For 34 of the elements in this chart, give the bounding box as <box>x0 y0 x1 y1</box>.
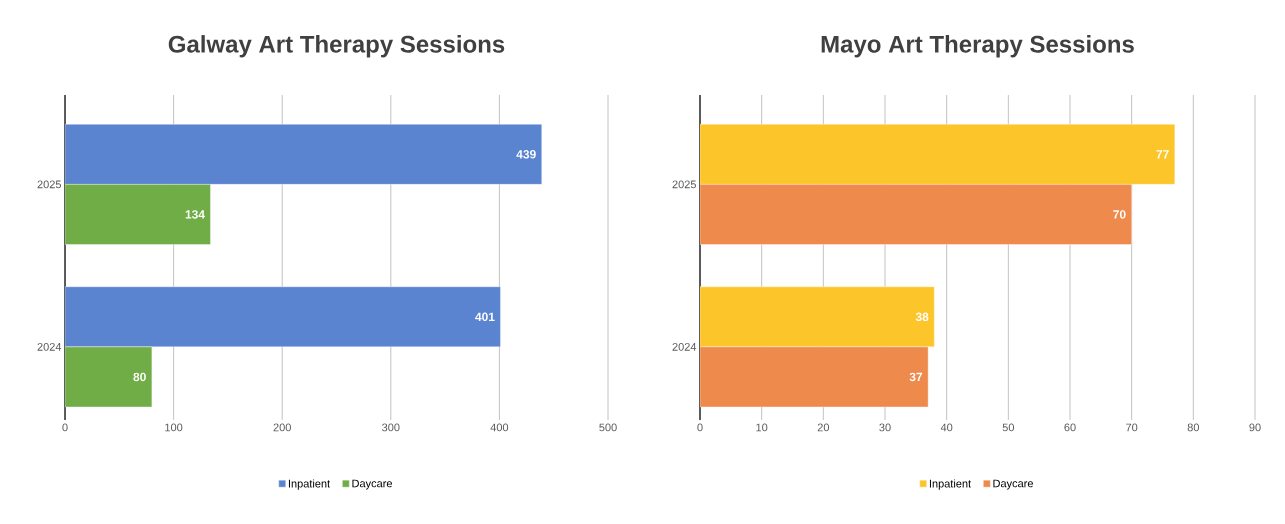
data-label: 38 <box>915 312 929 322</box>
legend-label: Inpatient <box>288 479 331 490</box>
legend-label: Inpatient <box>929 479 972 490</box>
x-tick-label: 30 <box>879 423 891 432</box>
x-tick-label: 0 <box>697 423 703 432</box>
y-tick-label: 2024 <box>672 342 697 351</box>
data-label: 134 <box>185 210 205 219</box>
x-tick-label: 0 <box>62 423 68 432</box>
data-label: 37 <box>909 372 923 382</box>
chart-title: Mayo Art Therapy Sessions <box>821 35 1134 58</box>
x-tick-label: 400 <box>490 423 509 432</box>
x-tick-label: 40 <box>940 423 953 432</box>
y-tick-label: 2024 <box>37 342 62 351</box>
x-tick-label: 70 <box>1126 423 1138 432</box>
x-tick-label: 50 <box>1002 423 1015 432</box>
x-tick-label: 90 <box>1249 423 1261 432</box>
x-tick-label: 500 <box>599 423 617 432</box>
data-label: 80 <box>133 372 146 382</box>
legend-label: Daycare <box>993 479 1033 490</box>
x-tick-label: 10 <box>756 423 768 432</box>
data-label: 401 <box>475 312 495 322</box>
x-tick-label: 200 <box>273 423 291 432</box>
x-tick-label: 300 <box>382 423 400 432</box>
x-tick-label: 20 <box>817 423 830 432</box>
y-tick-label: 2025 <box>37 180 62 189</box>
x-tick-label: 80 <box>1187 423 1199 432</box>
y-tick-label: 2025 <box>672 180 696 189</box>
legend-label: Daycare <box>352 479 392 490</box>
x-tick-label: 100 <box>165 423 183 432</box>
x-tick-label: 60 <box>1064 423 1076 432</box>
data-label: 70 <box>1113 210 1126 219</box>
chart-title: Galway Art Therapy Sessions <box>168 35 505 58</box>
data-label: 439 <box>516 150 536 159</box>
data-label: 77 <box>1156 150 1169 159</box>
